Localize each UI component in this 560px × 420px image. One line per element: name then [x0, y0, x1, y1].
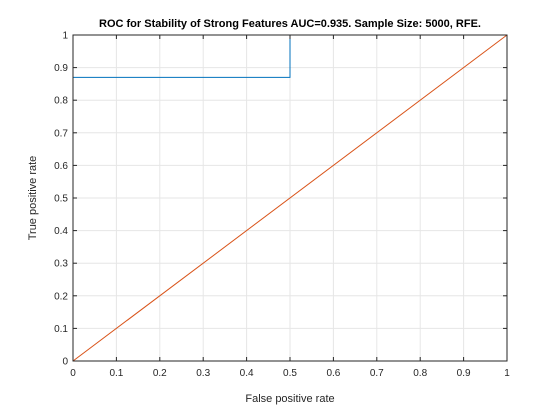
chart-title: ROC for Stability of Strong Features AUC…	[99, 18, 481, 30]
x-axis-label: False positive rate	[245, 393, 334, 405]
y-tick-label: 0	[62, 357, 68, 368]
x-tick-label: 0.7	[370, 368, 384, 379]
x-tick-label: 0.9	[457, 368, 471, 379]
x-tick-label: 0.4	[240, 368, 254, 379]
y-axis-ticks: 0 0.1 0.2 0.3 0.4 0.5 0.6 0.7 0.8 0.9 1	[54, 31, 507, 368]
y-tick-label: 0.7	[54, 128, 68, 139]
y-tick-label: 0.5	[54, 194, 68, 205]
y-tick-label: 0.2	[54, 291, 68, 302]
y-tick-label: 1	[62, 31, 68, 42]
x-tick-label: 0	[70, 368, 76, 379]
y-tick-label: 0.1	[54, 324, 68, 335]
y-axis-label: True positive rate	[27, 156, 39, 241]
x-tick-label: 0.2	[153, 368, 167, 379]
x-tick-label: 0.6	[326, 368, 340, 379]
x-axis-ticks: 0 0.1 0.2 0.3 0.4 0.5 0.6 0.7 0.8 0.9 1	[70, 35, 510, 379]
series-line-2	[72, 34, 508, 362]
x-tick-label: 1	[504, 368, 510, 379]
y-tick-label: 0.9	[54, 63, 68, 74]
y-tick-label: 0.6	[54, 161, 68, 172]
y-tick-label: 0.4	[54, 226, 68, 237]
x-tick-label: 0.5	[283, 368, 297, 379]
x-tick-label: 0.8	[413, 368, 427, 379]
x-tick-label: 0.3	[196, 368, 210, 379]
x-tick-label: 0.1	[109, 368, 123, 379]
y-tick-label: 0.3	[54, 259, 68, 270]
y-tick-label: 0.8	[54, 96, 68, 107]
